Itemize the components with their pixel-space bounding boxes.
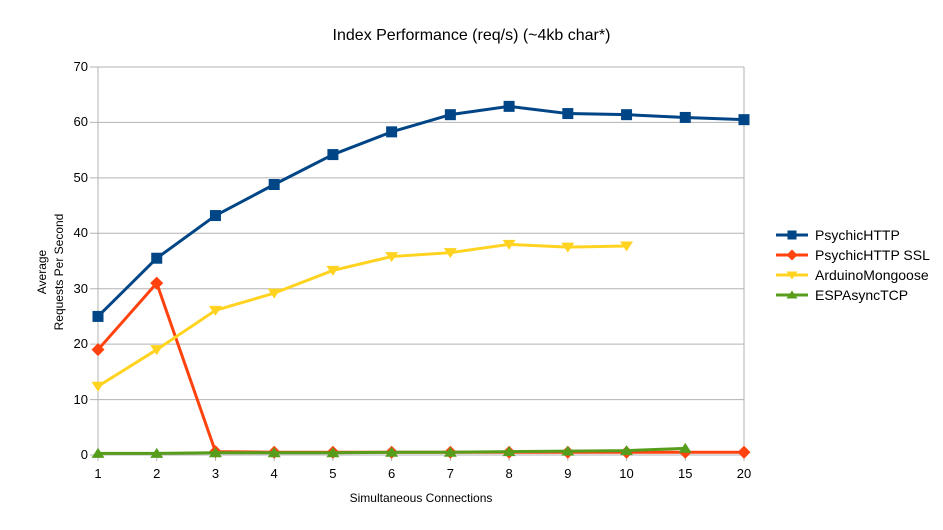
legend-swatch-psychichttp — [776, 230, 808, 240]
legend-marker-triangle-up — [786, 290, 798, 299]
series-line-arduinomongoose — [97, 242, 627, 388]
y-axis-title: Average Requests Per Second — [34, 72, 70, 472]
legend: PsychicHTTP PsychicHTTP SSL ArduinoMongo… — [775, 225, 930, 305]
x-axis-title: Simultaneous Connections — [349, 491, 493, 505]
legend-marker-triangle-down — [786, 271, 798, 280]
y-axis-title-line1: Average — [35, 249, 49, 295]
data-point-espasynctcp — [91, 447, 105, 458]
data-point-psychichttp — [268, 179, 280, 191]
legend-marker-square — [787, 230, 797, 240]
legend-swatch-arduinomongoose — [776, 271, 808, 280]
y-tick-label: 50 — [73, 169, 88, 185]
data-point-arduinomongoose — [443, 248, 457, 259]
y-tick-label: 70 — [73, 59, 88, 74]
legend-item-espasynctcp: ESPAsyncTCP — [775, 285, 930, 305]
data-point-arduinomongoose — [150, 345, 164, 356]
data-point-psychichttp — [327, 149, 339, 161]
data-point-psychichttp — [679, 111, 691, 123]
data-point-espasynctcp — [443, 446, 457, 457]
legend-swatch-espasynctcp — [776, 290, 808, 299]
legend-marker-diamond — [786, 249, 798, 261]
data-point-espasynctcp — [561, 445, 575, 456]
data-point-espasynctcp — [678, 442, 692, 453]
data-point-psychichttp — [503, 100, 515, 112]
x-tick-label: 15 — [678, 466, 693, 481]
data-point-arduinomongoose — [326, 265, 340, 276]
x-tick-label: 20 — [736, 466, 752, 481]
legend-label: ArduinoMongoose — [815, 267, 929, 283]
data-point-espasynctcp — [150, 447, 164, 458]
data-point-espasynctcp — [326, 447, 340, 458]
data-point-arduinomongoose — [91, 381, 105, 392]
y-axis-title-line2: Requests Per Second — [52, 213, 66, 331]
x-tick-label: 2 — [153, 466, 161, 481]
x-tick-label: 10 — [619, 466, 634, 481]
legend-item-psychichttp: PsychicHTTP — [775, 225, 930, 245]
data-point-psychichttp — [209, 210, 221, 222]
data-point-psychichttp — [386, 126, 398, 138]
x-tick-label: 5 — [329, 466, 337, 481]
x-tick-label: 4 — [270, 466, 278, 481]
data-point-psychichttp-ssl — [91, 343, 105, 357]
legend-label: ESPAsyncTCP — [815, 287, 909, 303]
data-point-espasynctcp — [208, 447, 222, 458]
x-tick-label: 1 — [94, 466, 102, 481]
y-tick-label: 60 — [73, 114, 88, 130]
y-tick-label: 40 — [73, 225, 88, 241]
x-tick-label: 8 — [505, 466, 513, 481]
chart-title: Index Performance (req/s) (~4kb char*) — [332, 27, 611, 44]
x-tick-label: 7 — [446, 466, 454, 481]
data-point-arduinomongoose — [561, 242, 575, 253]
legend-label: PsychicHTTP — [815, 227, 900, 243]
data-point-psychichttp — [151, 252, 163, 264]
data-point-espasynctcp — [385, 446, 399, 457]
x-tick-label: 3 — [211, 466, 220, 481]
data-point-arduinomongoose — [385, 252, 399, 263]
legend-item-psychichttp-ssl: PsychicHTTP SSL — [775, 245, 930, 265]
y-tick-label: 20 — [73, 336, 88, 352]
legend-label: PsychicHTTP SSL — [815, 247, 930, 263]
data-point-psychichttp-ssl — [737, 445, 751, 459]
data-point-espasynctcp — [267, 447, 281, 458]
series-line-psychichttp-ssl — [96, 281, 744, 454]
y-tick-label: 30 — [73, 280, 88, 296]
data-point-espasynctcp — [502, 446, 516, 457]
data-point-psychichttp — [621, 109, 633, 121]
data-point-psychichttp — [738, 114, 750, 126]
data-point-psychichttp-ssl — [150, 276, 164, 290]
series-line-psychichttp — [96, 104, 745, 318]
data-point-arduinomongoose — [620, 241, 634, 252]
x-tick-label: 6 — [388, 466, 396, 481]
legend-swatch-psychichttp-ssl — [776, 249, 808, 261]
data-point-arduinomongoose — [208, 305, 222, 316]
legend-item-arduinomongoose: ArduinoMongoose — [775, 265, 930, 285]
y-tick-label: 0 — [80, 447, 88, 462]
data-point-psychichttp — [562, 108, 574, 120]
data-point-arduinomongoose — [267, 288, 281, 299]
x-tick-label: 9 — [564, 466, 572, 481]
y-tick-label: 10 — [73, 391, 88, 407]
data-point-arduinomongoose — [502, 239, 516, 250]
data-point-psychichttp — [444, 109, 456, 121]
data-point-espasynctcp — [620, 445, 634, 456]
data-point-psychichttp — [92, 310, 104, 322]
